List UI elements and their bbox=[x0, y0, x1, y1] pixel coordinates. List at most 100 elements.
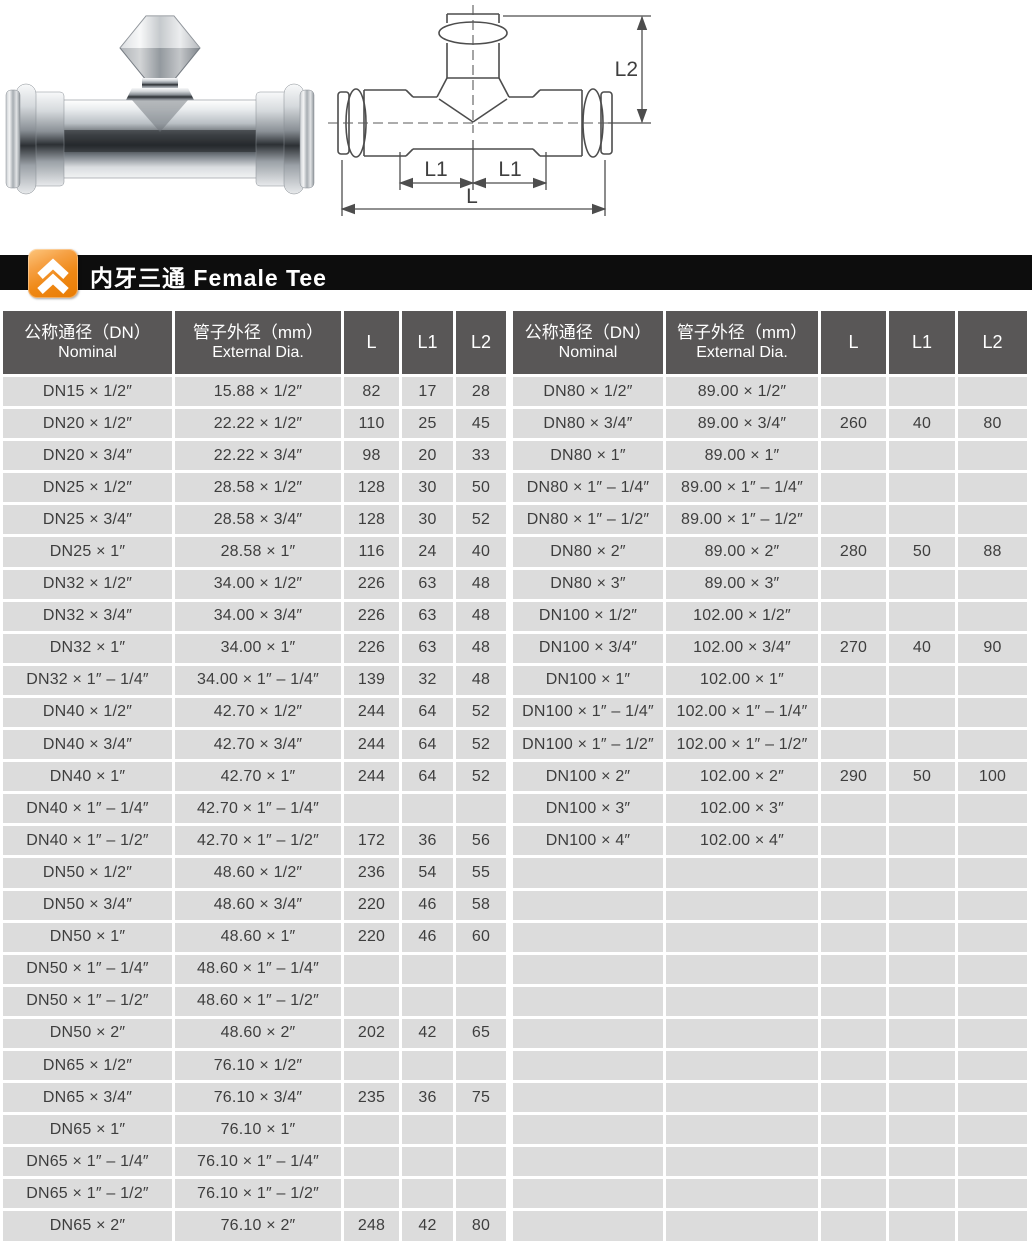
table-cell: 48.60 × 1/2″ bbox=[175, 858, 341, 888]
table-cell bbox=[821, 1179, 886, 1209]
table-cell: 52 bbox=[456, 697, 506, 728]
double-chevron-up-icon bbox=[28, 249, 78, 298]
table-cell bbox=[958, 1147, 1027, 1177]
table-cell: 42.70 × 3/4″ bbox=[175, 730, 341, 760]
table-cell bbox=[958, 922, 1027, 952]
table-cell: 52 bbox=[456, 762, 506, 792]
table-cell bbox=[821, 986, 886, 1016]
table-cell: 290 bbox=[821, 762, 886, 792]
table-cell: 42.70 × 1/2″ bbox=[175, 697, 341, 728]
table-row: DN40 × 1″ 42.70 × 1″ 244 64 52 bbox=[3, 762, 506, 792]
header-external-dia: 管子外径（mm） External Dia. bbox=[175, 311, 341, 374]
table-cell: DN80 × 3/4″ bbox=[513, 409, 663, 439]
table-cell bbox=[889, 1083, 955, 1113]
table-cell bbox=[456, 1050, 506, 1081]
table-cell bbox=[889, 505, 955, 535]
table-cell bbox=[889, 569, 955, 599]
table-cell: 235 bbox=[344, 1083, 399, 1113]
table-row bbox=[513, 1211, 1027, 1241]
table-cell: 40 bbox=[889, 633, 955, 663]
table-cell: 139 bbox=[344, 665, 399, 695]
table-cell bbox=[889, 986, 955, 1016]
table-cell: DN15 × 1/2″ bbox=[3, 377, 172, 407]
table-cell: 102.00 × 1″ bbox=[666, 665, 818, 695]
table-row: DN50 × 3/4″ 48.60 × 3/4″ 220 46 58 bbox=[3, 890, 506, 920]
table-row: DN32 × 1″ – 1/4″ 34.00 × 1″ – 1/4″ 139 32 48 bbox=[3, 665, 506, 695]
header-nominal: 公称通径（DN） Nominal bbox=[513, 311, 663, 374]
table-cell: DN80 × 1″ – 1/2″ bbox=[513, 505, 663, 535]
table-cell: 48.60 × 3/4″ bbox=[175, 890, 341, 920]
table-cell: 80 bbox=[958, 409, 1027, 439]
table-cell bbox=[889, 441, 955, 471]
table-cell bbox=[889, 730, 955, 760]
table-cell bbox=[666, 1018, 818, 1048]
table-row: DN100 × 1″ – 1/2″ 102.00 × 1″ – 1/2″ bbox=[513, 730, 1027, 760]
table-cell: DN25 × 1/2″ bbox=[3, 473, 172, 503]
table-cell: 50 bbox=[889, 762, 955, 792]
table-cell bbox=[821, 377, 886, 407]
table-cell: DN100 × 3″ bbox=[513, 794, 663, 824]
table-cell: 48 bbox=[456, 569, 506, 599]
table-cell: DN80 × 1″ – 1/4″ bbox=[513, 473, 663, 503]
table-cell: 128 bbox=[344, 473, 399, 503]
table-cell: 102.00 × 3/4″ bbox=[666, 633, 818, 663]
table-row: DN65 × 1″ 76.10 × 1″ bbox=[3, 1115, 506, 1145]
table-cell: 45 bbox=[456, 409, 506, 439]
table-cell bbox=[958, 1018, 1027, 1048]
table-row: DN100 × 1″ – 1/4″ 102.00 × 1″ – 1/4″ bbox=[513, 697, 1027, 728]
table-cell bbox=[821, 601, 886, 631]
table-row: DN100 × 3″ 102.00 × 3″ bbox=[513, 794, 1027, 824]
header-l: L bbox=[344, 311, 399, 374]
table-cell bbox=[958, 1083, 1027, 1113]
table-cell bbox=[821, 1050, 886, 1081]
table-row bbox=[513, 1050, 1027, 1081]
table-cell: 25 bbox=[402, 409, 453, 439]
table-cell bbox=[889, 794, 955, 824]
table-cell: DN100 × 1″ bbox=[513, 665, 663, 695]
table-row: DN40 × 1″ – 1/2″ 42.70 × 1″ – 1/2″ 172 36 56 bbox=[3, 826, 506, 856]
table-cell: 116 bbox=[344, 537, 399, 567]
table-cell bbox=[889, 858, 955, 888]
table-cell: DN65 × 3/4″ bbox=[3, 1083, 172, 1113]
table-cell bbox=[958, 858, 1027, 888]
table-cell bbox=[402, 1179, 453, 1209]
table-cell bbox=[402, 1050, 453, 1081]
table-cell: 17 bbox=[402, 377, 453, 407]
table-row: DN80 × 1″ – 1/2″ 89.00 × 1″ – 1/2″ bbox=[513, 505, 1027, 535]
table-cell: 244 bbox=[344, 730, 399, 760]
table-cell bbox=[821, 826, 886, 856]
table-cell bbox=[889, 601, 955, 631]
table-cell: 42 bbox=[402, 1018, 453, 1048]
product-photo bbox=[5, 15, 315, 195]
table-row: DN40 × 3/4″ 42.70 × 3/4″ 244 64 52 bbox=[3, 730, 506, 760]
table-cell: 48 bbox=[456, 601, 506, 631]
table-cell: DN25 × 1″ bbox=[3, 537, 172, 567]
table-cell bbox=[344, 794, 399, 824]
table-cell bbox=[958, 697, 1027, 728]
table-cell bbox=[889, 1018, 955, 1048]
table-cell: 28.58 × 1/2″ bbox=[175, 473, 341, 503]
table-cell: DN50 × 1″ – 1/4″ bbox=[3, 954, 172, 984]
centerlines bbox=[328, 5, 645, 133]
table-cell: 75 bbox=[456, 1083, 506, 1113]
table-cell bbox=[513, 1211, 663, 1241]
table-cell: DN32 × 1/2″ bbox=[3, 569, 172, 599]
table-cell: 270 bbox=[821, 633, 886, 663]
table-cell bbox=[666, 1115, 818, 1145]
table-cell bbox=[889, 377, 955, 407]
table-cell: 42.70 × 1″ – 1/2″ bbox=[175, 826, 341, 856]
table-cell bbox=[889, 890, 955, 920]
table-cell: DN100 × 1″ – 1/2″ bbox=[513, 730, 663, 760]
table-row: DN32 × 1/2″ 34.00 × 1/2″ 226 63 48 bbox=[3, 569, 506, 599]
table-cell: 102.00 × 4″ bbox=[666, 826, 818, 856]
table-cell: 52 bbox=[456, 505, 506, 535]
table-cell bbox=[666, 1147, 818, 1177]
table-cell: 48.60 × 1″ – 1/4″ bbox=[175, 954, 341, 984]
table-cell: DN32 × 3/4″ bbox=[3, 601, 172, 631]
table-cell bbox=[513, 1050, 663, 1081]
table-cell bbox=[958, 730, 1027, 760]
table-row bbox=[513, 890, 1027, 920]
table-row: DN20 × 3/4″ 22.22 × 3/4″ 98 20 33 bbox=[3, 441, 506, 471]
table-cell bbox=[513, 954, 663, 984]
table-cell: DN100 × 2″ bbox=[513, 762, 663, 792]
